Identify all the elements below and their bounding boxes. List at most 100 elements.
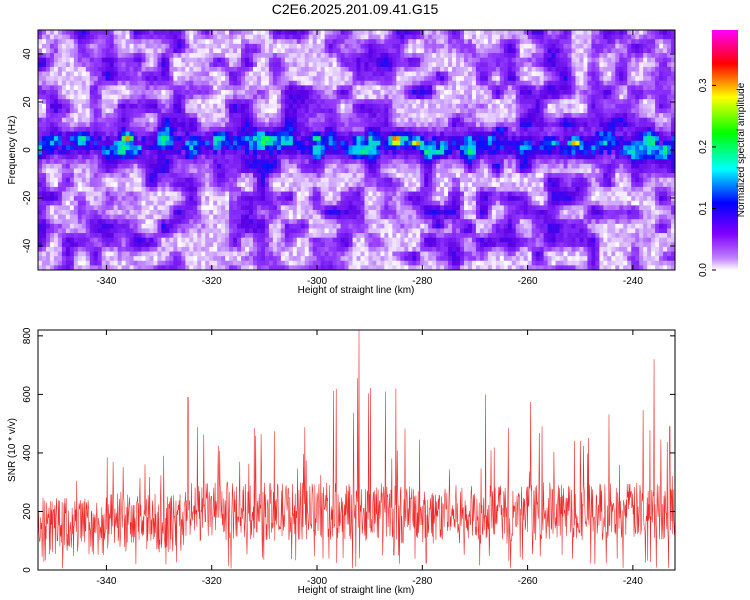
heatmap-cell	[643, 122, 648, 128]
heatmap-cell	[400, 159, 405, 165]
heatmap-cell	[639, 99, 644, 105]
heatmap-cell	[440, 48, 445, 54]
heatmap-cell	[268, 94, 274, 100]
heatmap-cell	[65, 57, 71, 63]
heatmap-cell	[328, 57, 334, 63]
heatmap-cell	[264, 80, 270, 86]
heatmap-cell	[77, 173, 83, 179]
heatmap-cell	[659, 168, 664, 174]
heatmap-cell	[364, 71, 370, 77]
heatmap-cell	[611, 122, 616, 128]
heatmap-cell	[209, 48, 214, 54]
heatmap-cell	[137, 43, 143, 50]
heatmap-cell	[667, 85, 672, 91]
heatmap-cell	[157, 126, 163, 133]
heatmap-cell	[392, 71, 397, 77]
heatmap-cell	[221, 30, 226, 36]
heatmap-cell	[49, 159, 55, 165]
heatmap-cell	[615, 53, 620, 59]
heatmap-cell	[376, 113, 381, 119]
heatmap-cell	[109, 62, 115, 68]
heatmap-cell	[583, 103, 589, 110]
heatmap-cell	[448, 94, 453, 100]
heatmap-cell	[543, 168, 549, 174]
heatmap-cell	[368, 80, 374, 86]
heatmap-cell	[436, 150, 441, 156]
heatmap-cell	[400, 62, 405, 68]
heatmap-cell	[432, 53, 437, 59]
heatmap-cell	[579, 126, 585, 133]
heatmap-cell	[539, 53, 545, 59]
heatmap-cell	[400, 30, 405, 36]
heatmap-cell	[161, 113, 166, 119]
heatmap-cell	[416, 136, 421, 142]
heatmap-cell	[631, 99, 636, 105]
heatmap-cell	[471, 117, 477, 123]
heatmap-cell	[555, 103, 561, 110]
heatmap-cell	[113, 90, 119, 96]
heatmap-cell	[69, 140, 75, 146]
heatmap-cell	[491, 136, 497, 142]
heatmap-cell	[483, 34, 489, 40]
heatmap-cell	[201, 62, 206, 68]
heatmap-cell	[268, 126, 274, 133]
heatmap-cell	[619, 94, 624, 100]
heatmap-cell	[491, 154, 497, 160]
heatmap-cell	[157, 66, 163, 73]
heatmap-cell	[456, 131, 461, 137]
heatmap-cell	[563, 159, 569, 165]
heatmap-cell	[555, 34, 561, 40]
heatmap-cell	[671, 39, 675, 45]
heatmap-cell	[217, 163, 222, 170]
heatmap-cell	[563, 39, 569, 45]
heatmap-cell	[579, 154, 585, 160]
heatmap-cell	[177, 163, 182, 170]
heatmap-cell	[352, 80, 358, 86]
heatmap-cell	[344, 131, 350, 137]
heatmap-cell	[189, 145, 194, 151]
heatmap-cell	[165, 173, 170, 179]
heatmap-cell	[432, 145, 437, 151]
heatmap-cell	[69, 76, 75, 82]
heatmap-cell	[65, 34, 71, 40]
heatmap-cell	[336, 150, 342, 156]
heatmap-cell	[97, 126, 103, 133]
heatmap-cell	[392, 108, 397, 114]
heatmap-cell	[73, 159, 79, 165]
heatmap-cell	[165, 117, 170, 123]
heatmap-cell	[483, 90, 489, 96]
heatmap-cell	[563, 76, 569, 82]
heatmap-cell	[101, 154, 107, 160]
heatmap-cell	[169, 80, 174, 86]
heatmap-cell	[149, 136, 155, 142]
heatmap-cell	[65, 131, 71, 137]
heatmap-cell	[312, 71, 318, 77]
heatmap-cell	[356, 145, 362, 151]
heatmap-cell	[595, 43, 600, 50]
heatmap-cell	[372, 53, 378, 59]
heatmap-cell	[41, 117, 47, 123]
heatmap-cell	[304, 57, 310, 63]
heatmap-cell	[611, 168, 616, 174]
heatmap-cell	[647, 168, 652, 174]
heatmap-cell	[169, 154, 174, 160]
heatmap-cell	[467, 62, 473, 68]
heatmap-cell	[77, 108, 83, 114]
heatmap-cell	[388, 168, 393, 174]
heatmap-cell	[487, 145, 493, 151]
heatmap-cell	[432, 103, 437, 110]
heatmap-cell	[591, 57, 596, 63]
heatmap-cell	[663, 117, 668, 123]
heatmap-cell	[567, 30, 573, 36]
heatmap-cell	[412, 71, 417, 77]
heatmap-cell	[109, 122, 115, 128]
heatmap-cell	[312, 126, 318, 133]
heatmap-cell	[129, 99, 135, 105]
heatmap-cell	[252, 136, 258, 142]
heatmap-cell	[288, 62, 294, 68]
heatmap-cell	[245, 53, 250, 59]
heatmap-cell	[491, 53, 497, 59]
heatmap-cell	[153, 131, 159, 137]
heatmap-cell	[57, 85, 63, 91]
heatmap-cell	[197, 136, 202, 142]
